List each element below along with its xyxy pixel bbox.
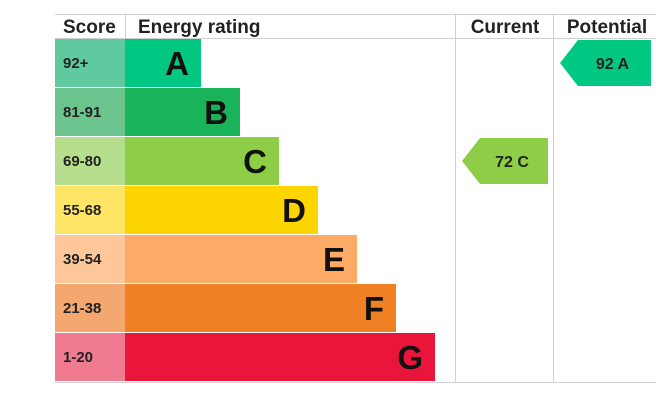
band-letter: C xyxy=(243,143,267,180)
band-row-a: 92+ A xyxy=(55,39,201,87)
band-row-d: 55-68 D xyxy=(55,186,318,234)
grid-lines xyxy=(55,14,656,383)
potential-rating-arrow-shape xyxy=(560,40,651,86)
band-row-g: 1-20 G xyxy=(55,333,435,381)
score-label: 81-91 xyxy=(63,104,101,121)
band-letter: A xyxy=(165,45,189,82)
current-header: Current xyxy=(471,17,540,38)
score-cell xyxy=(55,137,125,185)
rating-bar xyxy=(125,284,396,332)
current-rating-arrow-shape xyxy=(462,138,548,184)
energy-rating-header: Energy rating xyxy=(138,17,260,38)
band-row-e: 39-54 E xyxy=(55,235,357,283)
potential-rating-arrow: 92 A xyxy=(560,40,651,86)
band-letter: E xyxy=(323,241,345,278)
score-cell xyxy=(55,186,125,234)
band-row-b: 81-91 B xyxy=(55,88,240,136)
score-label: 39-54 xyxy=(63,251,102,268)
rating-bar xyxy=(125,137,279,185)
band-row-f: 21-38 F xyxy=(55,284,396,332)
current-rating-arrow-label: 72 C xyxy=(495,154,529,171)
score-cell xyxy=(55,235,125,283)
score-cell xyxy=(55,284,125,332)
rating-bar xyxy=(125,333,435,381)
current-rating-arrow: 72 C xyxy=(462,138,548,184)
band-letter: F xyxy=(364,290,384,327)
score-label: 55-68 xyxy=(63,202,101,219)
score-cell xyxy=(55,39,125,87)
rating-bar xyxy=(125,186,318,234)
score-cell xyxy=(55,88,125,136)
band-letter: G xyxy=(397,339,423,376)
score-cell xyxy=(55,333,125,381)
band-letter: D xyxy=(282,192,306,229)
score-label: 92+ xyxy=(63,55,89,72)
rating-bar xyxy=(125,39,201,87)
rating-arrows: 72 C 92 A xyxy=(462,40,651,184)
rating-bar xyxy=(125,235,357,283)
score-label: 69-80 xyxy=(63,153,101,170)
band-letter: B xyxy=(204,94,228,131)
score-header: Score xyxy=(63,17,116,38)
potential-rating-arrow-label: 92 A xyxy=(596,56,630,73)
rating-bar xyxy=(125,88,240,136)
rating-bands: 92+ A 81-91 B 69-80 C 55-68 D 39-54 E 21-38 F 1-20 G xyxy=(55,39,435,381)
potential-header: Potential xyxy=(567,17,647,38)
score-label: 1-20 xyxy=(63,349,93,366)
score-label: 21-38 xyxy=(63,300,101,317)
band-row-c: 69-80 C xyxy=(55,137,279,185)
